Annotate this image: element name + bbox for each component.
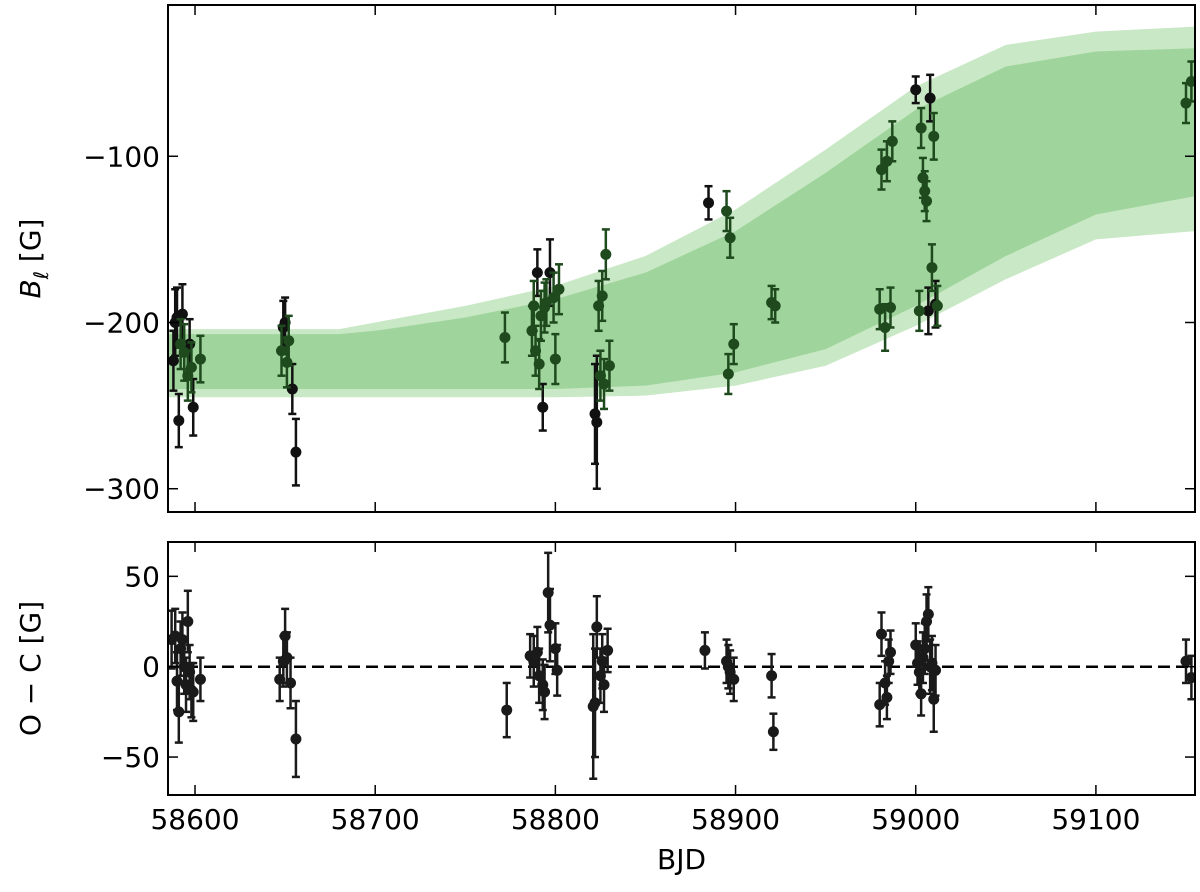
x-tick-label: 58600 bbox=[150, 803, 239, 836]
data-point bbox=[539, 686, 551, 698]
data-point bbox=[528, 300, 540, 312]
x-tick-label: 58900 bbox=[691, 803, 780, 836]
x-axis-label: BJD bbox=[657, 843, 706, 876]
data-point bbox=[537, 401, 549, 413]
data-point bbox=[879, 321, 891, 333]
data-point bbox=[921, 195, 933, 207]
data-point bbox=[598, 679, 610, 691]
data-point bbox=[176, 308, 188, 320]
data-point bbox=[885, 302, 897, 314]
data-point bbox=[924, 92, 936, 104]
data-point bbox=[919, 185, 931, 197]
data-point bbox=[286, 383, 298, 395]
data-point bbox=[182, 616, 194, 628]
y-tick-label: 50 bbox=[124, 560, 160, 593]
data-point bbox=[549, 353, 561, 365]
data-point bbox=[544, 619, 556, 631]
plot-area bbox=[168, 26, 1195, 490]
data-point bbox=[185, 361, 197, 373]
data-point bbox=[596, 290, 608, 302]
data-point bbox=[501, 704, 513, 716]
data-point bbox=[922, 608, 934, 620]
data-point bbox=[1180, 97, 1192, 109]
model-band bbox=[168, 48, 1195, 389]
data-point bbox=[187, 686, 199, 698]
data-point bbox=[913, 305, 925, 317]
plot-area bbox=[168, 551, 1195, 780]
x-tick-label: 58800 bbox=[511, 803, 600, 836]
data-point bbox=[283, 335, 295, 347]
data-point bbox=[603, 360, 615, 372]
data-point bbox=[290, 733, 302, 745]
y-label-symbol: B bbox=[14, 279, 47, 298]
x-tick-label: 59000 bbox=[871, 803, 960, 836]
data-point bbox=[874, 303, 886, 315]
data-point bbox=[722, 368, 734, 380]
y-label-unit: [G] bbox=[14, 219, 47, 271]
data-point bbox=[276, 345, 288, 357]
data-point bbox=[187, 401, 199, 413]
data-point bbox=[875, 164, 887, 176]
data-point bbox=[886, 135, 898, 147]
y-label-subscript: ℓ bbox=[29, 271, 53, 280]
data-point bbox=[1185, 672, 1195, 684]
y-tick-label: −50 bbox=[101, 741, 160, 774]
data-point bbox=[553, 283, 565, 295]
data-point bbox=[548, 292, 560, 304]
data-point bbox=[600, 248, 612, 260]
data-point bbox=[290, 446, 302, 458]
data-point bbox=[173, 706, 185, 718]
y-tick-label: −300 bbox=[83, 473, 160, 506]
data-point bbox=[728, 338, 740, 350]
data-point bbox=[874, 699, 886, 711]
data-point bbox=[915, 688, 927, 700]
data-point bbox=[602, 644, 614, 656]
data-point bbox=[910, 84, 922, 96]
data-point bbox=[591, 416, 603, 428]
data-point bbox=[766, 670, 778, 682]
x-tick-label: 58700 bbox=[331, 803, 420, 836]
y-tick-label: −200 bbox=[83, 306, 160, 339]
data-point bbox=[589, 697, 601, 709]
data-point bbox=[926, 262, 938, 274]
data-point bbox=[533, 358, 545, 370]
data-point bbox=[931, 300, 943, 312]
data-point bbox=[724, 232, 736, 244]
data-point bbox=[1180, 655, 1192, 667]
plot-frame bbox=[167, 4, 1196, 513]
data-point bbox=[551, 664, 563, 676]
data-point bbox=[699, 644, 711, 656]
data-point bbox=[721, 205, 733, 217]
data-point bbox=[922, 305, 934, 317]
y-tick-label: 0 bbox=[142, 651, 160, 684]
data-point bbox=[930, 664, 942, 676]
data-point bbox=[728, 673, 740, 685]
data-point bbox=[499, 331, 511, 343]
data-point bbox=[591, 621, 603, 633]
data-point bbox=[173, 415, 185, 427]
data-point bbox=[531, 267, 543, 279]
data-point bbox=[875, 628, 887, 640]
data-point bbox=[915, 122, 927, 134]
data-point bbox=[194, 353, 206, 365]
plot-frame bbox=[167, 541, 1196, 796]
y-axis-label: O − C [G] bbox=[14, 601, 47, 736]
data-point bbox=[928, 130, 940, 142]
data-point bbox=[881, 155, 893, 167]
data-point bbox=[285, 677, 297, 689]
y-axis-label: Bℓ [G] bbox=[14, 219, 53, 299]
data-point bbox=[885, 646, 897, 658]
data-point bbox=[767, 726, 779, 738]
data-point bbox=[194, 673, 206, 685]
data-point bbox=[598, 378, 610, 390]
x-tick-label: 59100 bbox=[1051, 803, 1140, 836]
data-point bbox=[1185, 75, 1195, 87]
data-point bbox=[769, 300, 781, 312]
y-tick-label: −100 bbox=[83, 140, 160, 173]
data-point bbox=[703, 197, 715, 209]
data-point bbox=[168, 355, 179, 367]
data-point bbox=[881, 691, 893, 703]
